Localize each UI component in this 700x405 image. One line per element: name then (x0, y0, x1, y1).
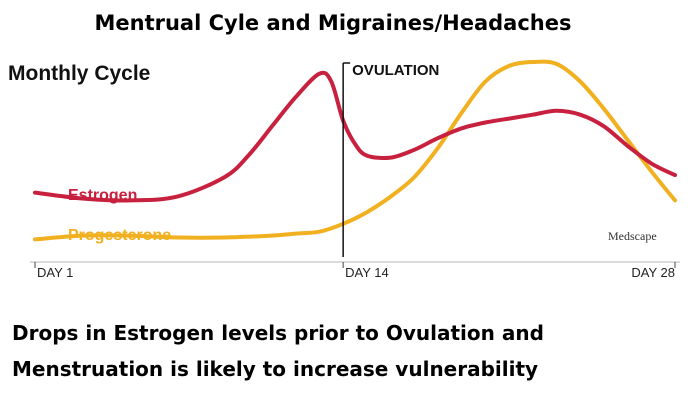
series-layer (33, 59, 677, 242)
series-label-estrogen: Estrogen (68, 187, 137, 204)
caption-line-1: Drops in Estrogen levels prior to Ovulat… (12, 321, 544, 345)
x-tick-label: DAY 14 (345, 265, 389, 280)
x-tick-label: DAY 28 (631, 265, 675, 280)
x-axis: DAY 1 DAY 14 DAY 28 (30, 261, 680, 280)
chart-subtitle: Monthly Cycle (8, 62, 150, 85)
event-label-ovulation: OVULATION (352, 62, 439, 79)
x-tick-label: DAY 1 (37, 265, 73, 280)
event-layer: OVULATION (342, 62, 439, 257)
series-line-estrogen (33, 70, 677, 203)
chart-title: Mentrual Cyle and Migraines/Headaches (95, 11, 572, 35)
source-credit: Medscape (608, 229, 657, 243)
series-label-progesterone: Progesterone (68, 227, 171, 244)
series-line-progesterone (33, 59, 677, 242)
caption-line-2: Menstruation is likely to increase vulne… (12, 357, 538, 381)
